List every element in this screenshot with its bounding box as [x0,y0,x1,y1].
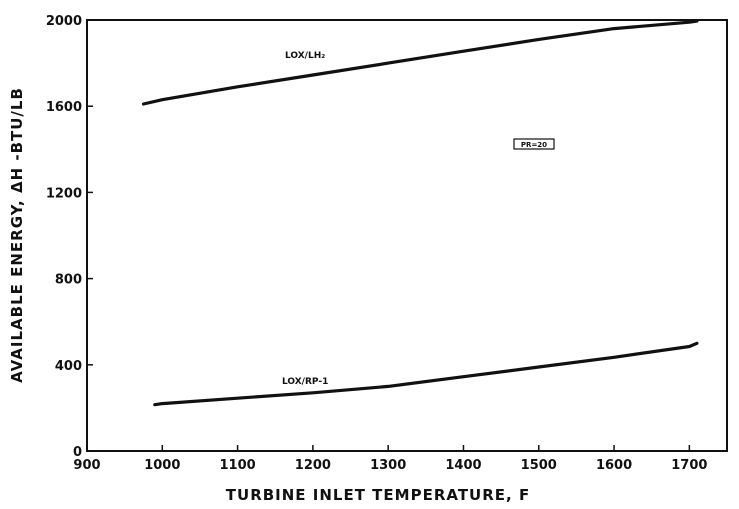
x-tick-label: 1700 [671,458,707,473]
y-tick-label: 2000 [46,14,82,29]
y-tick-label: 400 [55,359,82,374]
y-tick-label: 1200 [46,186,82,201]
y-tick-label: 1600 [46,100,82,115]
series-line-0 [141,19,699,106]
x-axis-ticks: 900 1000 1100 1200 1300 1400 1500 1600 1700 [73,445,707,473]
plot-area [86,19,728,452]
y-axis-ticks: 0 400 800 1200 1600 2000 [46,14,93,460]
y-tick-label: 800 [55,273,82,288]
x-tick-label: 1100 [219,458,255,473]
series-line-1 [153,341,699,407]
x-tick-label: 1200 [295,458,331,473]
x-tick-label: 1000 [144,458,180,473]
x-tick-label: 1500 [521,458,557,473]
series-label-lox-lh2: LOX/LH₂ [285,51,325,61]
y-tick-label: 0 [73,445,82,460]
y-axis-title: AVAILABLE ENERGY, ΔH -BTU/LB [8,87,26,383]
plot-frame [86,19,728,452]
x-axis-title: TURBINE INLET TEMPERATURE, F [226,486,530,504]
x-tick-label: 900 [73,458,100,473]
x-tick-label: 1400 [445,458,481,473]
annotation-box [513,138,555,150]
series-lines [141,19,699,407]
series-label-lox-rp1: LOX/RP-1 [282,377,328,387]
x-tick-label: 1600 [596,458,632,473]
annotation-pr: PR=20 [521,141,547,149]
x-tick-label: 1300 [370,458,406,473]
